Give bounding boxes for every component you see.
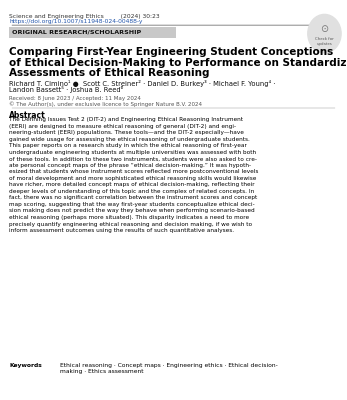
Text: Received: 8 June 2023 / Accepted: 11 May 2024: Received: 8 June 2023 / Accepted: 11 May… [9, 96, 141, 101]
Text: The Defining Issues Test 2 (DIT-2) and Engineering Ethical Reasoning Instrument
: The Defining Issues Test 2 (DIT-2) and E… [9, 117, 259, 233]
FancyBboxPatch shape [9, 27, 176, 38]
Text: Richard T. Cimino¹ ●  Scott C. Streiner² · Daniel D. Burkey³ · Michael F. Young⁴: Richard T. Cimino¹ ● Scott C. Streiner² … [9, 80, 276, 87]
Circle shape [308, 14, 341, 53]
Text: Science and Engineering Ethics         (2024) 30:23: Science and Engineering Ethics (2024) 30… [9, 14, 160, 18]
Text: Keywords: Keywords [9, 363, 42, 368]
Text: Ethical reasoning · Concept maps · Engineering ethics · Ethical decision-
making: Ethical reasoning · Concept maps · Engin… [60, 363, 278, 374]
Text: Abstract: Abstract [9, 111, 46, 120]
Text: Landon Bassett⁵ · Joshua B. Reed⁶: Landon Bassett⁵ · Joshua B. Reed⁶ [9, 86, 124, 93]
Text: ORIGINAL RESEARCH/SCHOLARSHIP: ORIGINAL RESEARCH/SCHOLARSHIP [12, 29, 141, 34]
Text: Comparing First-Year Engineering Student Conceptions: Comparing First-Year Engineering Student… [9, 47, 333, 57]
Text: ⊙: ⊙ [320, 24, 329, 34]
Text: of Ethical Decision-Making to Performance on Standardized: of Ethical Decision-Making to Performanc… [9, 58, 347, 68]
Text: https://doi.org/10.1007/s11948-024-00488-y: https://doi.org/10.1007/s11948-024-00488… [9, 19, 143, 24]
Text: Assessments of Ethical Reasoning: Assessments of Ethical Reasoning [9, 68, 210, 78]
Text: © The Author(s), under exclusive licence to Springer Nature B.V. 2024: © The Author(s), under exclusive licence… [9, 101, 202, 107]
Text: Check for
updates: Check for updates [315, 37, 334, 46]
